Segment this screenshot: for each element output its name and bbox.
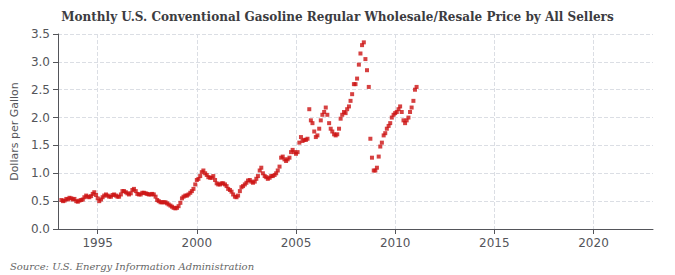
svg-text:0.0: 0.0: [31, 222, 50, 236]
svg-text:1.5: 1.5: [31, 138, 50, 152]
svg-text:Monthly U.S. Conventional Gaso: Monthly U.S. Conventional Gasoline Regul…: [61, 10, 614, 24]
svg-text:2020: 2020: [578, 236, 609, 250]
svg-text:2.5: 2.5: [31, 83, 50, 97]
svg-text:1.0: 1.0: [31, 166, 50, 180]
svg-text:Dollars per Gallon: Dollars per Gallon: [8, 82, 21, 181]
svg-text:1995: 1995: [82, 236, 113, 250]
svg-text:2000: 2000: [182, 236, 213, 250]
svg-text:3.5: 3.5: [31, 27, 50, 41]
svg-text:2010: 2010: [380, 236, 411, 250]
svg-text:2005: 2005: [281, 236, 312, 250]
svg-text:2.0: 2.0: [31, 111, 50, 125]
svg-text:2015: 2015: [479, 236, 510, 250]
svg-text:3.0: 3.0: [31, 55, 50, 69]
svg-text:Source: U.S. Energy Informatio: Source: U.S. Energy Information Administ…: [10, 261, 254, 272]
svg-text:0.5: 0.5: [31, 194, 50, 208]
